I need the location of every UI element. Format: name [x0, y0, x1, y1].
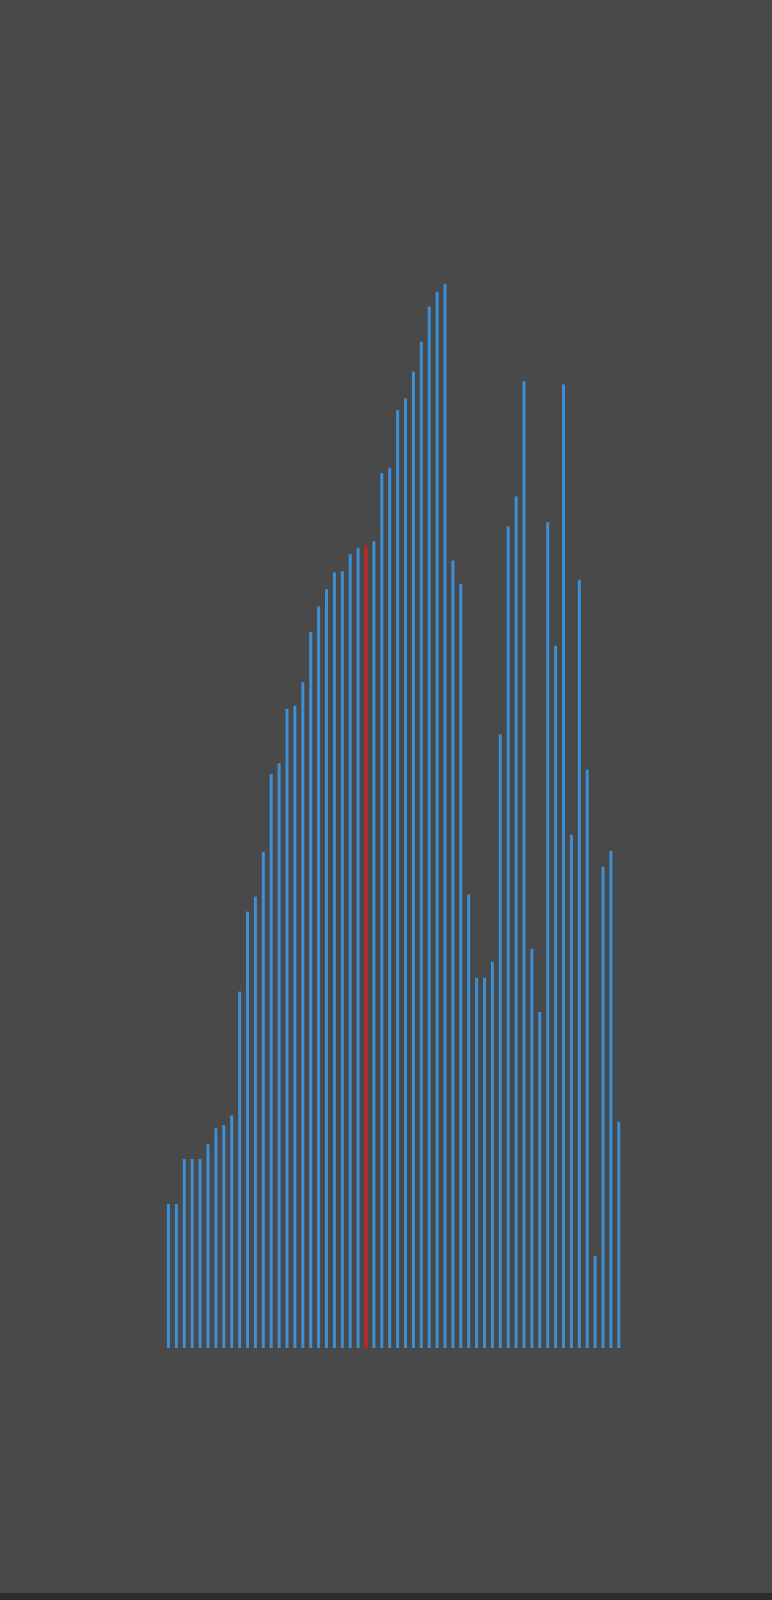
bar — [475, 977, 479, 1348]
bar — [609, 850, 613, 1348]
bar — [261, 851, 265, 1348]
bar — [277, 763, 281, 1348]
bar — [253, 896, 257, 1348]
bar — [325, 589, 328, 1348]
bar — [285, 708, 289, 1348]
bar — [451, 560, 455, 1348]
bar — [167, 1204, 170, 1348]
bar — [404, 398, 407, 1348]
bar — [498, 734, 502, 1348]
bar — [483, 977, 486, 1348]
bar — [601, 866, 605, 1348]
bar — [514, 496, 518, 1348]
highlighted-bar — [364, 545, 368, 1348]
bar — [396, 410, 400, 1349]
bar — [246, 911, 249, 1348]
bar — [174, 1204, 178, 1348]
bar — [293, 705, 297, 1348]
bar — [269, 774, 273, 1348]
bar — [427, 306, 431, 1349]
bottom-edge — [0, 1593, 772, 1600]
bar — [530, 948, 534, 1348]
bar — [190, 1159, 194, 1348]
bar — [562, 384, 565, 1348]
bar — [490, 961, 494, 1348]
bar — [332, 572, 336, 1348]
bar — [309, 632, 313, 1348]
bar — [222, 1125, 226, 1348]
bar — [238, 991, 242, 1348]
bar — [538, 1011, 542, 1348]
bar — [593, 1256, 597, 1348]
bar — [301, 682, 305, 1348]
bar — [388, 467, 392, 1348]
bar — [419, 341, 423, 1348]
bar — [585, 769, 589, 1348]
bar — [317, 606, 321, 1348]
bar — [554, 645, 558, 1348]
bar — [356, 547, 360, 1349]
bar — [459, 584, 463, 1348]
bar — [467, 894, 471, 1348]
bar — [522, 381, 526, 1348]
bar — [380, 473, 384, 1349]
bar — [214, 1128, 218, 1348]
bar — [546, 522, 550, 1348]
bar — [577, 579, 581, 1348]
bar — [372, 541, 376, 1348]
bar — [182, 1159, 186, 1348]
bar — [340, 571, 344, 1348]
bar — [569, 834, 573, 1348]
bar — [198, 1159, 202, 1348]
bar — [411, 371, 415, 1348]
bar — [506, 526, 510, 1348]
bar — [435, 291, 439, 1349]
bar — [348, 554, 352, 1348]
bar — [443, 284, 447, 1349]
bar — [206, 1144, 210, 1348]
bar — [617, 1121, 621, 1348]
bar — [230, 1115, 234, 1348]
bars-group — [167, 284, 621, 1349]
